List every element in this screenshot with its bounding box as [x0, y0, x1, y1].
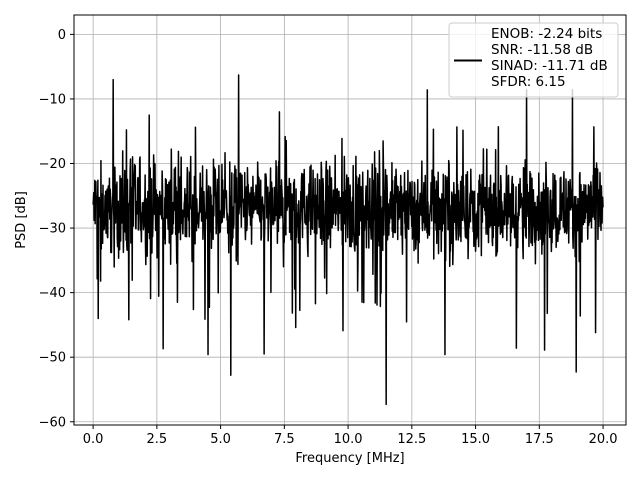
- y-tick-label: −40: [39, 286, 66, 301]
- legend-enob: ENOB: -2.24 bits: [491, 26, 602, 42]
- y-tick-label: −30: [39, 222, 66, 237]
- x-tick-label: 10.0: [334, 432, 363, 447]
- x-tick-label: 12.5: [397, 432, 426, 447]
- x-axis-ticks: 0.0 2.5 5.0 7.5 10.0 12.5 15.0 17.5 20.0: [83, 425, 618, 447]
- y-tick-label: −60: [39, 415, 66, 430]
- y-axis-ticks: 0 −10 −20 −30 −40 −50 −60: [39, 28, 74, 430]
- y-tick-label: −20: [39, 157, 66, 172]
- psd-series-line: [92, 74, 604, 406]
- x-tick-label: 2.5: [147, 432, 168, 447]
- y-tick-label: −50: [39, 351, 66, 366]
- axes-frame: [73, 14, 627, 426]
- plot-area: [92, 74, 604, 406]
- y-tick-label: −10: [39, 92, 66, 107]
- legend: ENOB: -2.24 bits SNR: -11.58 dB SINAD: -…: [448, 22, 619, 98]
- x-tick-label: 20.0: [589, 432, 618, 447]
- x-tick-label: 15.0: [461, 432, 490, 447]
- legend-snr: SNR: -11.58 dB: [491, 42, 593, 58]
- y-tick-label: 0: [58, 28, 66, 43]
- y-axis-label: PSD [dB]: [14, 191, 29, 249]
- legend-sfdr: SFDR: 6.15: [491, 74, 566, 90]
- x-tick-label: 0.0: [83, 432, 104, 447]
- x-tick-label: 5.0: [210, 432, 231, 447]
- x-axis-label: Frequency [MHz]: [295, 451, 404, 466]
- legend-sinad: SINAD: -11.71 dB: [491, 58, 608, 74]
- x-tick-label: 17.5: [525, 432, 554, 447]
- x-tick-label: 7.5: [274, 432, 295, 447]
- legend-box: [448, 22, 619, 98]
